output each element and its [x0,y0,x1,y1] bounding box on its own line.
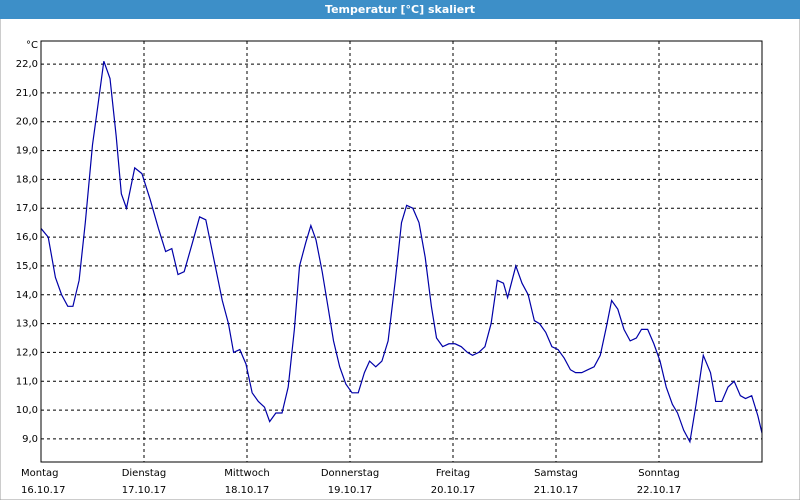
y-tick-label: 22,0 [16,59,38,70]
y-tick-label: 10,0 [16,405,38,416]
x-tick-label: Donnerstag [321,468,379,479]
x-tick-label: Sonntag [638,468,680,479]
x-tick-date: 22.10.17 [637,485,682,496]
x-tick-label: Samstag [534,468,578,479]
y-tick-label: 21,0 [16,88,38,99]
x-tick-date: 17.10.17 [122,485,167,496]
x-tick-label: Mittwoch [224,468,269,479]
x-tick-date: 20.10.17 [431,485,476,496]
y-tick-label: 15,0 [16,261,38,272]
plot: 9,0 10,0 11,0 12,0 13,0 14,0 15,0 16,0 17,0 18,0 1… [16,41,763,496]
y-tick-label: 14,0 [16,290,38,301]
y-unit: °C [26,40,38,51]
y-tick-label: 11,0 [16,376,38,387]
plot-frame [40,40,763,463]
x-tick-date: 21.10.17 [534,485,579,496]
x-tick-date: 16.10.17 [21,485,66,496]
y-tick-label: 17,0 [16,203,38,214]
window-title: Temperatur [°C] skaliert [325,3,475,16]
y-tick-label: 13,0 [16,319,38,330]
x-tick-date: 19.10.17 [328,485,373,496]
x-tick-label: Montag [21,468,58,479]
y-tick-label: 16,0 [16,232,38,243]
x-tick-label: Dienstag [122,468,167,479]
y-tick-label: 19,0 [16,146,38,157]
y-tick-label: 20,0 [16,117,38,128]
y-tick-label: 12,0 [16,347,38,358]
temperature-line [40,60,763,444]
x-tick-label: Freitag [436,468,470,479]
title-bar [0,0,800,19]
x-tick-date: 18.10.17 [225,485,270,496]
y-tick-label: 18,0 [16,174,38,185]
y-tick-label: 9,0 [22,434,38,445]
